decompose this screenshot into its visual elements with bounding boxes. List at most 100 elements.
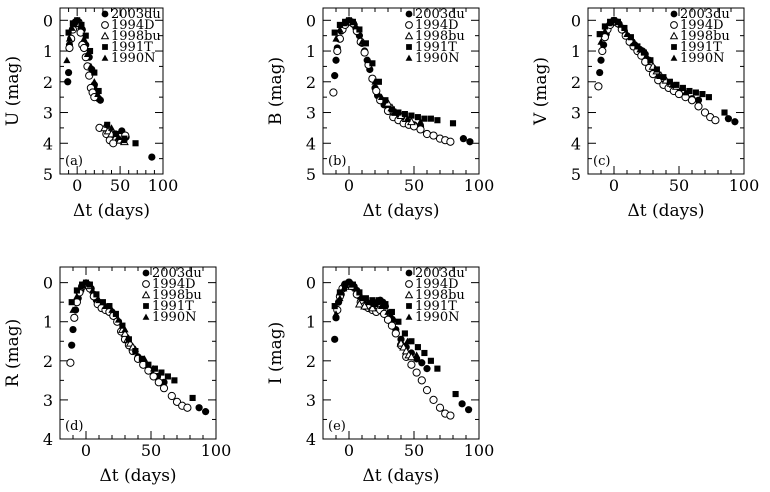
data-point-1990n bbox=[88, 286, 97, 294]
y-tick-label: 2 bbox=[43, 73, 53, 92]
data-point-1990n bbox=[371, 78, 379, 85]
data-point-1991t bbox=[395, 109, 402, 116]
data-point-2003du bbox=[331, 72, 339, 80]
light-curve-panel: 0 50 100 0 1 2 3 4 Δt (days) R (mag) (d) 2003du1994… bbox=[3, 266, 231, 486]
x-tick-label: 50 bbox=[404, 441, 424, 460]
data-point-1990n bbox=[114, 133, 122, 140]
data-point-1991t bbox=[112, 130, 119, 138]
data-point-1991t bbox=[336, 21, 343, 28]
legend-label: 1990N bbox=[111, 51, 155, 66]
data-point-1991t bbox=[375, 297, 382, 304]
data-point-1991t bbox=[369, 297, 376, 304]
data-point-1991t bbox=[601, 23, 608, 30]
y-tick-label: 1 bbox=[306, 42, 316, 61]
data-point-1990n bbox=[371, 300, 379, 308]
data-point-1991t bbox=[369, 60, 376, 67]
y-tick-label: 5 bbox=[306, 165, 316, 184]
data-point-1990n bbox=[108, 306, 116, 313]
data-points bbox=[329, 16, 474, 146]
data-point-1990n bbox=[150, 365, 158, 372]
data-point-1994d bbox=[711, 116, 720, 125]
data-point-1998bu bbox=[406, 352, 416, 361]
data-point-1991t bbox=[382, 301, 389, 308]
data-point-1991t bbox=[660, 74, 667, 81]
data-point-1990n bbox=[390, 316, 399, 323]
data-point-1990n bbox=[340, 284, 348, 292]
data-point-1991t bbox=[138, 355, 145, 362]
data-point-1990n bbox=[668, 81, 677, 88]
data-point-1991t bbox=[375, 78, 382, 85]
data-point-2003du bbox=[694, 96, 703, 104]
y-tick-label: 1 bbox=[306, 313, 316, 332]
data-point-1994d bbox=[154, 378, 163, 387]
legend-label: 1991T bbox=[152, 299, 194, 314]
data-point-1994d bbox=[329, 88, 338, 97]
x-tick-label: 0 bbox=[81, 441, 91, 460]
data-point-2003du bbox=[458, 400, 466, 408]
data-point-1991t bbox=[331, 29, 338, 36]
data-point-1990n bbox=[332, 35, 340, 42]
data-point-1991t bbox=[106, 303, 113, 310]
data-point-1994d bbox=[412, 368, 421, 377]
data-point-1991t bbox=[408, 112, 415, 119]
data-point-1994d bbox=[333, 46, 342, 56]
data-point-1990n bbox=[681, 88, 690, 96]
legend-label: 1991T bbox=[680, 40, 722, 55]
data-point-1991t bbox=[434, 365, 441, 372]
data-point-1990n bbox=[629, 39, 638, 47]
data-point-1991t bbox=[721, 109, 728, 116]
data-point-1990n bbox=[636, 45, 644, 53]
data-point-1991t bbox=[145, 361, 152, 368]
x-tick-label: 0 bbox=[344, 441, 354, 460]
legend-marker-1994d bbox=[405, 280, 413, 288]
data-point-1994d bbox=[79, 43, 89, 53]
data-point-1991t bbox=[93, 291, 100, 298]
legend-marker-1990n bbox=[405, 54, 413, 61]
data-point-1994d bbox=[85, 71, 94, 80]
data-point-1991t bbox=[427, 357, 434, 364]
data-point-1990n bbox=[131, 345, 139, 352]
data-point-1991t bbox=[73, 287, 80, 294]
data-point-1991t bbox=[699, 91, 706, 98]
y-tick-label: 1 bbox=[43, 313, 53, 332]
y-tick-label: 1 bbox=[43, 42, 53, 61]
legend-marker-1998bu bbox=[404, 290, 414, 299]
data-point-1990n bbox=[384, 308, 392, 315]
data-point-1990n bbox=[121, 325, 129, 333]
data-point-2003du bbox=[331, 335, 339, 343]
data-point-1990n bbox=[65, 35, 74, 42]
data-point-1991t bbox=[79, 281, 86, 288]
data-point-1991t bbox=[449, 120, 457, 127]
legend-marker-1990n bbox=[101, 54, 109, 61]
data-point-1990n bbox=[642, 52, 651, 59]
y-axis-label: B (mag) bbox=[266, 57, 286, 125]
data-point-1990n bbox=[416, 118, 425, 125]
data-point-1990n bbox=[94, 90, 102, 97]
y-tick-label: 0 bbox=[306, 11, 316, 30]
data-point-1994d bbox=[594, 82, 603, 91]
legend-marker-1990n bbox=[405, 313, 413, 320]
legend-label: 1994D bbox=[152, 277, 196, 292]
data-point-1991t bbox=[395, 318, 402, 325]
data-point-1990n bbox=[655, 72, 664, 79]
data-point-2003du bbox=[418, 359, 426, 367]
legend-label: 1990N bbox=[415, 310, 459, 325]
data-point-1994d bbox=[687, 96, 697, 105]
data-point-1991t bbox=[705, 94, 712, 101]
data-point-1990n bbox=[119, 136, 128, 144]
data-point-1991t bbox=[86, 281, 93, 288]
data-point-1990n bbox=[358, 294, 366, 302]
legend-label: 1990N bbox=[152, 310, 196, 325]
legend-marker-2003du bbox=[405, 269, 413, 277]
legend-marker-1998bu bbox=[404, 31, 414, 40]
data-point-1991t bbox=[349, 18, 356, 25]
legend-label: 1998bu bbox=[415, 29, 465, 44]
data-point-1994d bbox=[70, 313, 79, 322]
legend-marker-1991t bbox=[406, 303, 412, 309]
panel-tag: (e) bbox=[328, 419, 346, 434]
data-point-1991t bbox=[414, 344, 421, 351]
data-point-1991t bbox=[86, 47, 94, 55]
data-point-1991t bbox=[401, 330, 408, 337]
data-point-1990n bbox=[601, 27, 609, 34]
